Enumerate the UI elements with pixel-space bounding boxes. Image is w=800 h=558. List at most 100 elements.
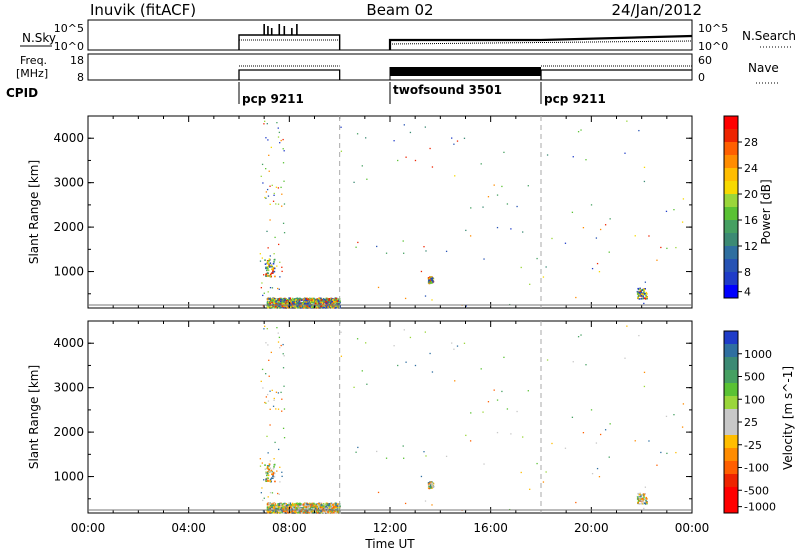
sparse-echo [283,232,286,234]
power-panel-frame [87,115,693,309]
sparse-echo [273,192,275,195]
sparse-echo [269,460,271,462]
sparse-echo [423,451,425,453]
echo-point [304,298,307,300]
echo-point [301,298,304,301]
echo-point [303,507,306,510]
sparse-echo [279,508,282,510]
echo-point [269,506,271,508]
echo-point [331,503,334,505]
echo-point [272,473,274,476]
echo-point [338,301,341,303]
echo-point [328,510,331,513]
echo-point [304,305,306,308]
echo-point [294,511,296,513]
sparse-echo [269,255,271,257]
power-scatter [259,120,685,309]
sparse-echo [516,410,518,413]
echo-point [269,298,272,300]
echo-point [305,505,308,507]
echo-point [428,277,431,280]
echo-point [294,301,297,304]
echo-point [267,297,269,300]
echo-point [311,306,313,308]
colorbar-tick-label: -500 [744,484,769,497]
echo-point [287,503,289,506]
sparse-echo [277,492,279,495]
sparse-echo [506,408,509,410]
sparse-echo [429,147,431,150]
echo-point [269,467,272,469]
echo-point [268,506,270,509]
sparse-echo [357,241,359,244]
sparse-echo [393,140,395,142]
xtick-label: 16:00 [473,521,508,535]
power-axes: 4000 3000 2000 1000 [53,116,693,308]
echo-point [291,305,294,307]
echo-point [335,508,337,510]
sparse-echo [420,475,423,478]
echo-point [308,502,311,505]
date-title: 24/Jan/2012 [612,1,703,19]
echo-point [327,503,330,506]
echo-point [323,298,326,301]
sparse-echo [365,137,367,139]
sparse-echo [361,165,363,167]
echo-point [312,300,315,302]
echo-point [314,299,317,301]
echo-point [323,503,326,506]
echo-point [302,508,304,510]
echo-point [643,291,645,293]
sparse-echo [572,361,574,363]
echo-point [302,303,304,305]
echo-point [641,502,643,505]
echo-point [324,504,327,507]
sparse-echo [445,250,448,253]
echo-point [291,297,294,300]
echo-point [313,502,315,505]
echo-point [267,269,270,272]
echo-point [301,503,304,506]
echo-point [640,496,643,499]
echo-point [273,302,276,305]
echo-point [269,301,271,303]
echo-point [282,302,284,305]
sparse-echo [271,492,274,494]
echo-point [429,280,432,282]
echo-point [333,299,336,301]
echo-point [296,297,299,300]
sparse-echo [516,205,518,208]
echo-point [645,497,647,500]
echo-point [304,505,307,507]
sparse-echo [278,131,281,134]
sparse-echo [673,209,675,211]
echo-point [645,496,648,499]
sparse-echo [280,391,282,394]
echo-point [266,480,269,482]
sparse-echo [277,332,279,334]
sparse-echo [527,390,529,392]
sparse-echo [273,397,275,400]
echo-point [275,299,278,302]
echo-point [308,306,311,309]
echo-point [304,306,306,309]
xtick-label: 00:00 [675,521,710,535]
echo-point [289,300,292,303]
echo-point [274,306,277,309]
freq-line-seg1 [238,69,341,80]
sparse-echo [260,175,262,178]
echo-point [642,494,644,496]
echo-point [642,292,644,294]
echo-point [282,507,284,510]
echo-point [272,298,275,300]
echo-point [284,503,286,506]
echo-point [431,487,433,489]
sparse-echo [454,380,456,382]
echo-point [287,306,290,308]
echo-point [643,494,646,496]
echo-point [273,466,275,468]
freq-left-tick-bottom: 8 [77,71,84,84]
sparse-echo [626,325,628,327]
echo-point [277,507,280,510]
sparse-echo [682,403,685,405]
